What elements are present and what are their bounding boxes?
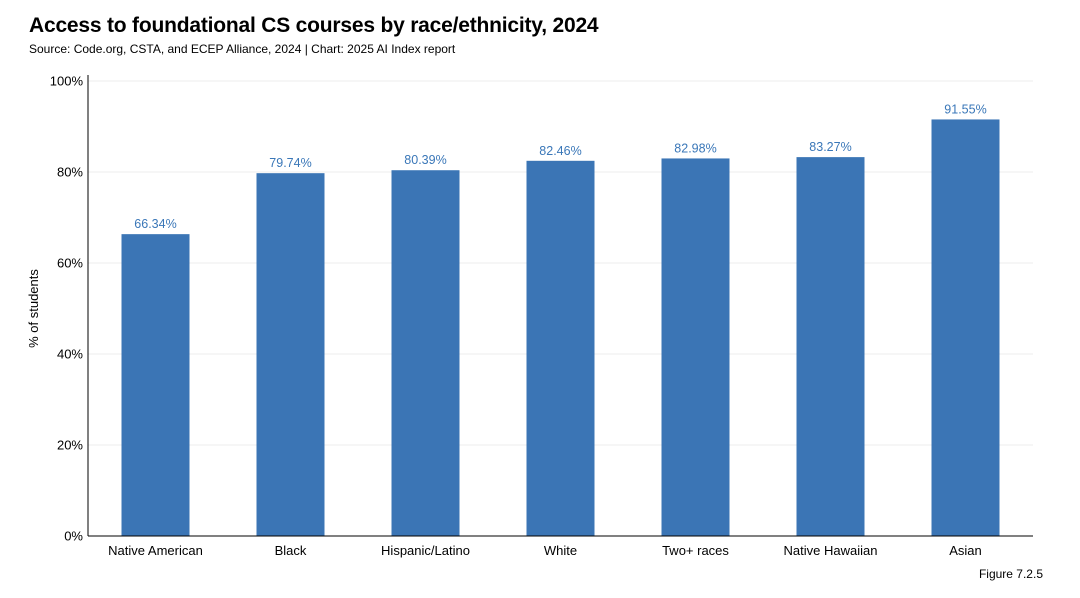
bar (121, 234, 190, 536)
chart-subtitle: Source: Code.org, CSTA, and ECEP Allianc… (29, 42, 456, 56)
y-axis-ticks: 0% 20% 40% 60% 80% 100% (50, 74, 84, 544)
bars (121, 119, 1000, 537)
bar-value-label: 82.46% (539, 144, 581, 158)
chart-title: Access to foundational CS courses by rac… (29, 14, 599, 37)
bar-value-label: 79.74% (269, 156, 311, 170)
bar (796, 157, 865, 536)
x-tick-label: White (544, 543, 577, 558)
x-tick-label: Two+ races (662, 543, 729, 558)
x-tick-label: Black (275, 543, 307, 558)
y-tick-label: 60% (57, 256, 83, 271)
bar (526, 160, 595, 536)
y-tick-label: 20% (57, 438, 83, 453)
bar-value-label: 83.27% (809, 140, 851, 154)
bar (256, 173, 325, 537)
bar (931, 119, 1000, 536)
y-tick-label: 80% (57, 165, 83, 180)
y-tick-label: 40% (57, 347, 83, 362)
x-tick-label: Asian (949, 543, 982, 558)
bar-value-label: 80.39% (404, 153, 446, 167)
bar-value-label: 82.98% (674, 141, 716, 155)
bar-value-label: 66.34% (134, 217, 176, 231)
y-tick-label: 100% (50, 74, 84, 89)
x-tick-label: Hispanic/Latino (381, 543, 470, 558)
x-axis-ticks: Native American Black Hispanic/Latino White… (108, 543, 982, 558)
y-tick-label: 0% (64, 529, 83, 544)
bar-value-label: 91.55% (944, 102, 986, 116)
bar (391, 170, 460, 536)
data-labels: 66.34% 79.74% 80.39% 82.46% 82.98% 83.27% 91.5… (134, 102, 986, 231)
x-tick-label: Native American (108, 543, 203, 558)
figure-label: Figure 7.2.5 (978, 567, 1043, 581)
y-axis-title: % of students (26, 269, 41, 348)
bar (661, 158, 730, 537)
x-tick-label: Native Hawaiian (784, 543, 878, 558)
